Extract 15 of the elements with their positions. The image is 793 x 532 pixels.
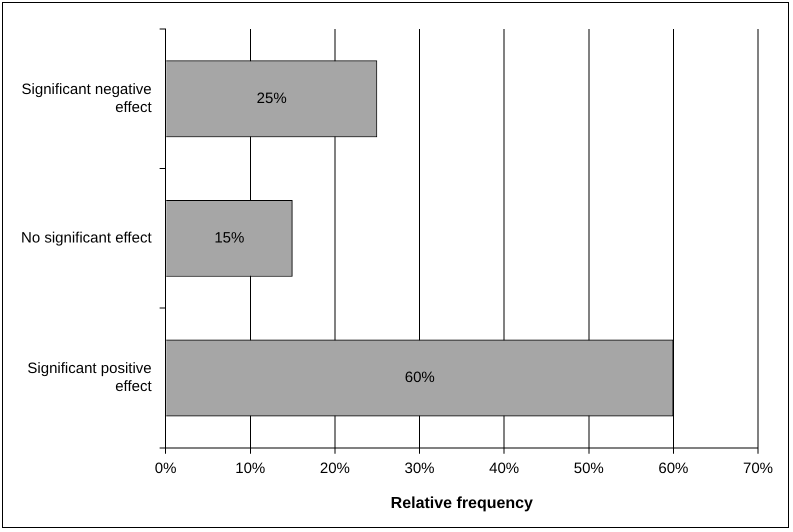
x-tick-label: 30% xyxy=(404,460,435,477)
x-tick-label: 70% xyxy=(742,460,774,477)
y-tick-label: No significant effect xyxy=(20,230,152,247)
data-label: 60% xyxy=(404,369,435,386)
x-tick-label: 40% xyxy=(489,460,520,477)
x-tick-label: 20% xyxy=(320,460,350,477)
x-tick-label: 10% xyxy=(235,460,266,477)
y-tick-label: Significant positive effect xyxy=(27,360,152,396)
x-tick-label: 60% xyxy=(658,460,688,477)
y-tick-label: Significant negative effect xyxy=(22,80,152,116)
data-label: 25% xyxy=(256,90,287,107)
x-tick-label: 0% xyxy=(154,460,176,477)
x-axis-title: Relative frequency xyxy=(390,494,534,512)
data-label: 15% xyxy=(214,230,244,247)
x-tick-label: 50% xyxy=(574,460,604,477)
